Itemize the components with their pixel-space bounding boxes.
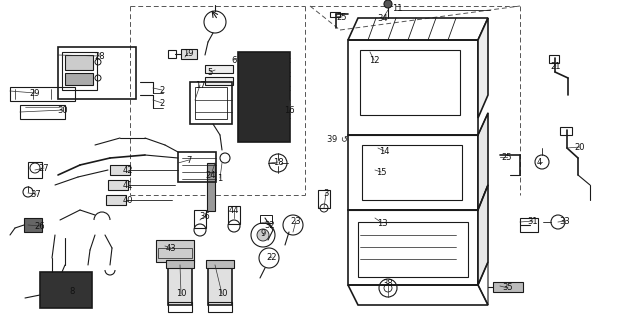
Text: 41: 41 bbox=[123, 180, 133, 189]
Polygon shape bbox=[478, 18, 488, 118]
Text: 44: 44 bbox=[229, 205, 239, 214]
Bar bbox=[20, 105, 65, 119]
Circle shape bbox=[257, 229, 269, 241]
Text: 27: 27 bbox=[39, 164, 49, 172]
Bar bbox=[358, 222, 468, 277]
Text: 2: 2 bbox=[159, 85, 164, 94]
Text: 17: 17 bbox=[195, 81, 205, 90]
Text: 40: 40 bbox=[123, 196, 133, 204]
Text: 39 $\circlearrowleft$: 39 $\circlearrowleft$ bbox=[326, 132, 349, 143]
Circle shape bbox=[384, 0, 392, 8]
Text: 33: 33 bbox=[560, 217, 570, 226]
Text: 22: 22 bbox=[267, 252, 277, 261]
Bar bbox=[24, 218, 42, 232]
Bar bbox=[348, 210, 478, 285]
Polygon shape bbox=[478, 18, 488, 118]
Bar bbox=[58, 47, 136, 99]
Bar bbox=[28, 162, 42, 178]
Bar bbox=[208, 265, 232, 305]
Bar bbox=[62, 52, 97, 90]
Bar bbox=[360, 50, 460, 115]
Text: 10: 10 bbox=[217, 290, 227, 299]
Bar bbox=[318, 190, 330, 208]
Bar bbox=[348, 40, 478, 135]
Bar bbox=[348, 135, 478, 210]
Text: 4: 4 bbox=[536, 157, 541, 166]
Text: 21: 21 bbox=[551, 61, 561, 70]
Bar bbox=[205, 77, 233, 85]
Text: 36: 36 bbox=[200, 212, 210, 220]
Bar bbox=[362, 145, 462, 200]
Polygon shape bbox=[478, 185, 488, 285]
Text: 14: 14 bbox=[379, 147, 389, 156]
Bar bbox=[178, 152, 216, 182]
Text: 3: 3 bbox=[323, 188, 329, 197]
Bar bbox=[181, 49, 197, 59]
Text: 35: 35 bbox=[502, 284, 514, 292]
Bar bbox=[549, 55, 559, 63]
Text: 28: 28 bbox=[95, 52, 105, 60]
Text: 34: 34 bbox=[378, 13, 388, 22]
Text: 5: 5 bbox=[208, 68, 213, 76]
Text: 20: 20 bbox=[575, 142, 585, 151]
Text: 2: 2 bbox=[159, 99, 164, 108]
Polygon shape bbox=[478, 113, 488, 210]
Text: 8: 8 bbox=[69, 286, 75, 295]
Text: 1: 1 bbox=[218, 173, 222, 182]
Text: 13: 13 bbox=[377, 219, 387, 228]
Text: 16: 16 bbox=[284, 106, 294, 115]
Text: 19: 19 bbox=[183, 49, 193, 58]
Bar bbox=[110, 165, 130, 175]
Bar bbox=[65, 55, 93, 70]
Text: 15: 15 bbox=[376, 167, 386, 177]
Bar bbox=[260, 215, 272, 223]
Bar bbox=[65, 73, 93, 85]
Bar bbox=[194, 210, 206, 228]
Text: 38: 38 bbox=[383, 279, 394, 289]
Text: 11: 11 bbox=[392, 4, 402, 12]
Bar bbox=[40, 272, 92, 308]
Polygon shape bbox=[478, 113, 488, 210]
Bar bbox=[106, 195, 126, 205]
Bar bbox=[190, 82, 232, 124]
Bar bbox=[156, 240, 194, 262]
Text: 9: 9 bbox=[260, 228, 266, 237]
Text: 43: 43 bbox=[166, 244, 176, 252]
Text: 7: 7 bbox=[186, 156, 192, 164]
Bar bbox=[10, 87, 75, 101]
Bar bbox=[208, 302, 232, 312]
Bar bbox=[168, 50, 176, 58]
Bar bbox=[330, 12, 340, 17]
Text: 42: 42 bbox=[123, 165, 133, 174]
Bar bbox=[168, 265, 192, 305]
Bar bbox=[205, 65, 233, 73]
Text: 29: 29 bbox=[30, 89, 40, 98]
Text: 25: 25 bbox=[502, 153, 512, 162]
Text: 32: 32 bbox=[265, 220, 275, 229]
Text: 31: 31 bbox=[528, 217, 538, 226]
Bar bbox=[166, 260, 194, 268]
Bar bbox=[520, 218, 538, 232]
Bar bbox=[195, 87, 227, 119]
Bar bbox=[207, 163, 215, 211]
Text: 25: 25 bbox=[337, 12, 347, 21]
Bar bbox=[560, 127, 572, 135]
Bar bbox=[238, 52, 290, 142]
Bar bbox=[206, 260, 234, 268]
Bar bbox=[493, 282, 523, 292]
Text: 12: 12 bbox=[369, 55, 379, 65]
Bar bbox=[228, 206, 240, 224]
Text: 30: 30 bbox=[57, 106, 69, 115]
Text: 6: 6 bbox=[231, 55, 237, 65]
Text: 18: 18 bbox=[273, 157, 283, 166]
Bar bbox=[158, 248, 192, 258]
Bar bbox=[108, 180, 128, 190]
Text: 10: 10 bbox=[176, 290, 186, 299]
Polygon shape bbox=[478, 185, 488, 285]
Text: 26: 26 bbox=[35, 221, 45, 230]
Text: 23: 23 bbox=[290, 217, 302, 226]
Text: 37: 37 bbox=[31, 189, 41, 198]
Text: 24: 24 bbox=[206, 171, 216, 180]
Bar bbox=[168, 302, 192, 312]
